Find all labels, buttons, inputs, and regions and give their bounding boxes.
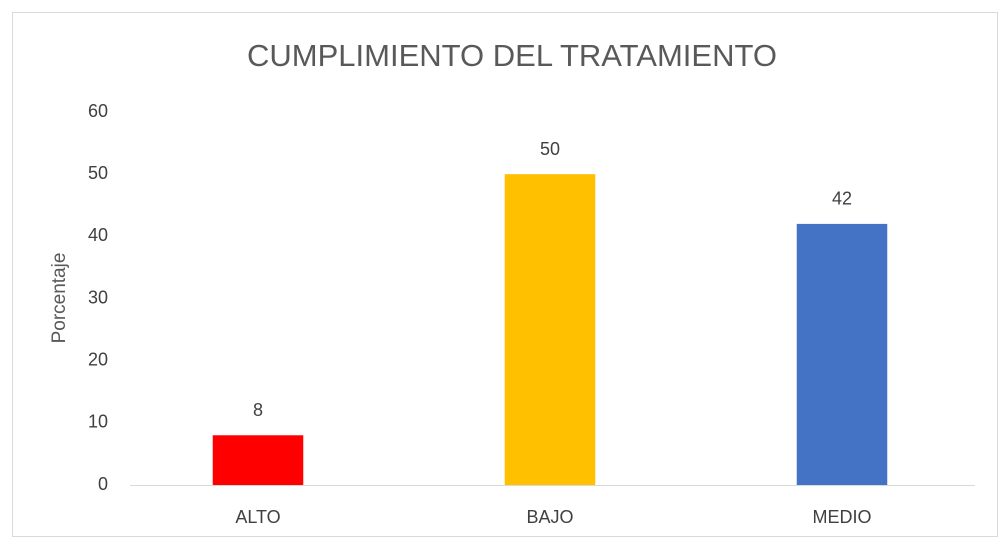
chart-title: CUMPLIMIENTO DEL TRATAMIENTO <box>247 38 777 73</box>
bar <box>212 435 304 485</box>
y-tick-label: 10 <box>88 412 108 432</box>
y-tick-label: 50 <box>88 163 108 183</box>
y-tick-label: 30 <box>88 287 108 307</box>
x-tick-label: ALTO <box>235 507 280 527</box>
bar <box>504 174 596 485</box>
y-tick-label: 60 <box>88 101 108 121</box>
data-label: 8 <box>253 400 263 420</box>
y-tick-label: 40 <box>88 225 108 245</box>
bar <box>796 223 888 485</box>
y-axis-label: Porcentaje <box>49 253 70 344</box>
data-label: 50 <box>540 139 560 159</box>
x-tick-label: BAJO <box>526 507 573 527</box>
data-label: 42 <box>832 189 852 209</box>
y-tick-label: 20 <box>88 349 108 369</box>
x-tick-label: MEDIO <box>812 507 871 527</box>
y-tick-label: 0 <box>98 474 108 494</box>
